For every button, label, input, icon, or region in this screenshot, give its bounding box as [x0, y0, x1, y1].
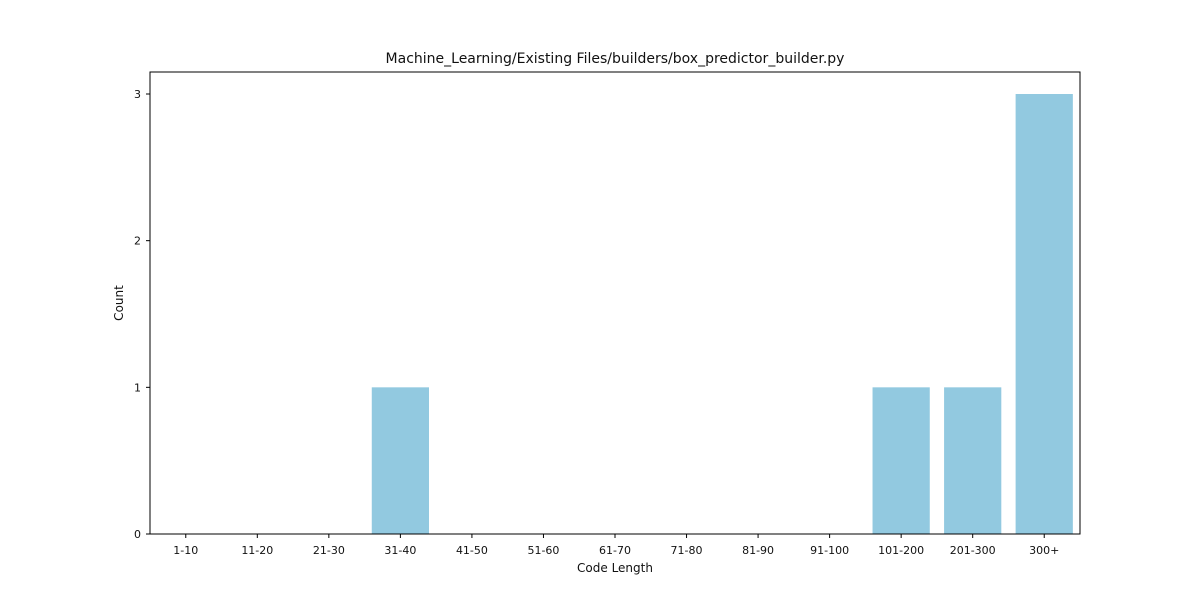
bar-101-200	[872, 387, 930, 534]
bars-group	[371, 94, 1073, 534]
x-tick-label: 91-100	[810, 544, 849, 557]
y-axis: 0 1 2 3	[134, 88, 150, 541]
y-tick-label: 1	[134, 381, 141, 394]
x-tick-label: 300+	[1029, 544, 1059, 557]
x-tick-label: 71-80	[671, 544, 703, 557]
y-tick-label: 0	[134, 528, 141, 541]
x-tick-label: 11-20	[241, 544, 273, 557]
x-tick-label: 51-60	[527, 544, 559, 557]
y-tick-label: 2	[134, 235, 141, 248]
x-tick-label: 201-300	[950, 544, 996, 557]
y-axis-label: Count	[112, 285, 126, 321]
x-tick-label: 61-70	[599, 544, 631, 557]
chart-title: Machine_Learning/Existing Files/builders…	[386, 51, 845, 67]
y-tick-label: 3	[134, 88, 141, 101]
x-tick-label: 21-30	[313, 544, 345, 557]
bar-300+	[1015, 94, 1073, 534]
x-tick-label: 41-50	[456, 544, 488, 557]
x-tick-label: 101-200	[878, 544, 924, 557]
x-tick-label: 1-10	[173, 544, 198, 557]
bar-31-40	[371, 387, 429, 534]
x-axis: 1-10 11-20 21-30 31-40 41-50 51-60 61-70 71-80 8…	[173, 534, 1059, 557]
x-tick-label: 31-40	[384, 544, 416, 557]
plot-frame	[149, 71, 1081, 535]
bar-201-300	[944, 387, 1002, 534]
x-tick-label: 81-90	[742, 544, 774, 557]
x-axis-label: Code Length	[577, 561, 653, 575]
